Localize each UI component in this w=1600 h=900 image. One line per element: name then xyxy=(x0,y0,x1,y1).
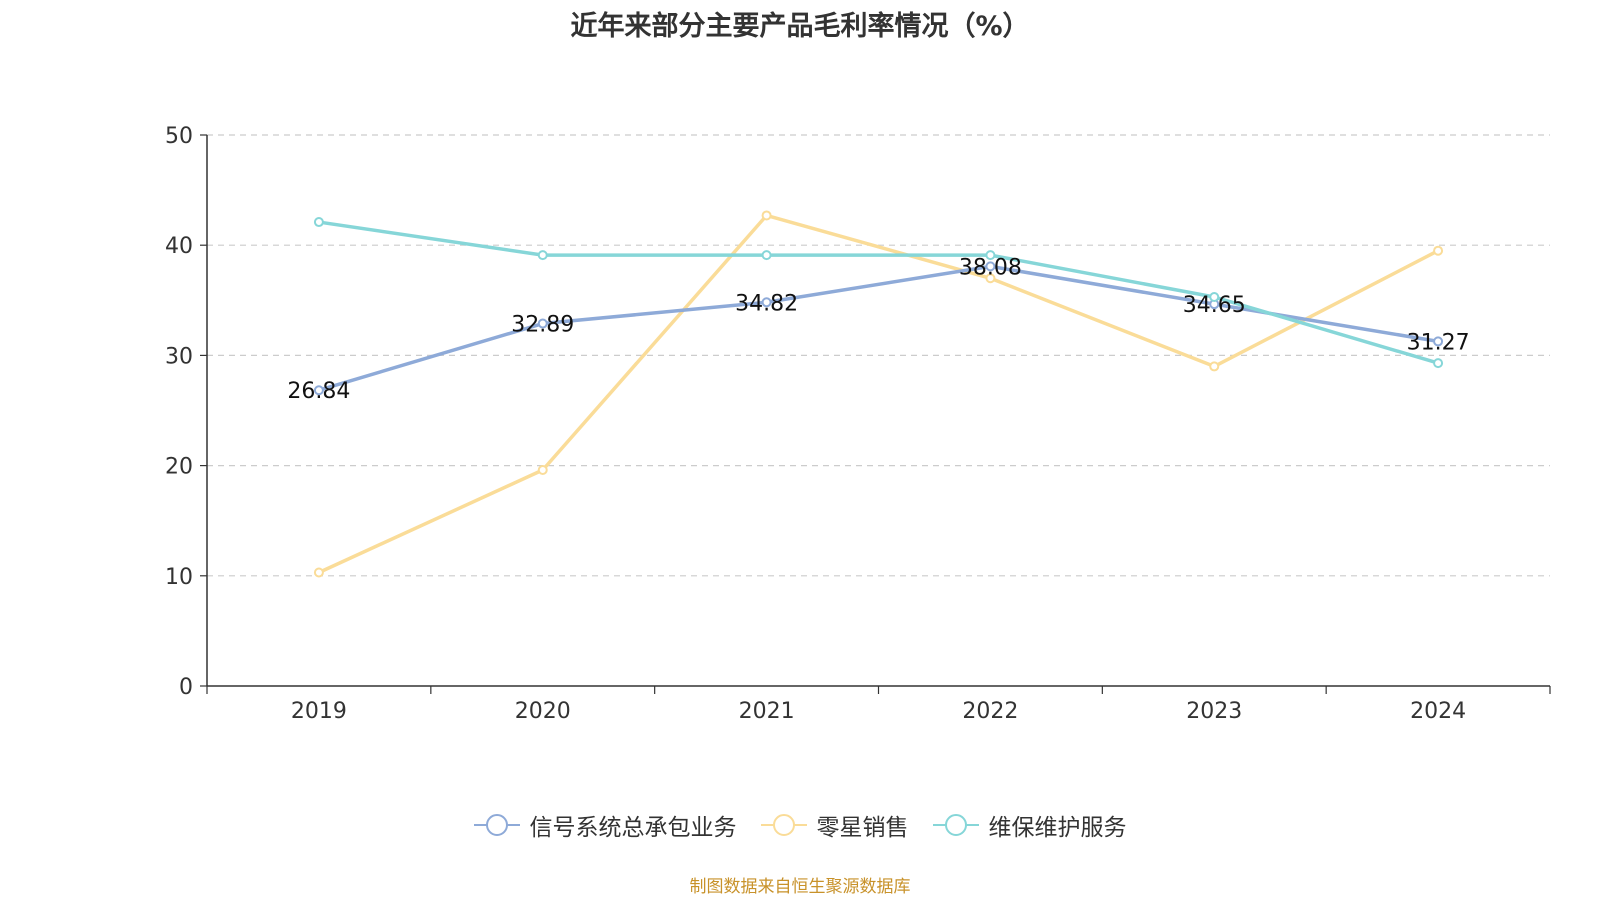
data-point-0 xyxy=(537,318,548,329)
data-point-0 xyxy=(313,385,324,396)
data-point-1 xyxy=(313,567,324,578)
legend-label: 维保维护服务 xyxy=(988,815,1127,841)
data-point-0 xyxy=(985,261,996,272)
data-point-0 xyxy=(761,297,772,308)
x-tick-label: 2021 xyxy=(739,699,795,724)
series-line-0 xyxy=(318,264,1439,392)
chart-title: 近年来部分主要产品毛利率情况（%） xyxy=(570,11,1030,42)
legend-label: 零星销售 xyxy=(816,815,909,841)
y-tick-label: 10 xyxy=(165,565,193,590)
data-point-1 xyxy=(761,210,772,221)
data-point-1 xyxy=(1433,245,1444,256)
y-tick-label: 0 xyxy=(179,675,193,700)
legend-label: 信号系统总承包业务 xyxy=(529,815,737,841)
x-tick-label: 2024 xyxy=(1410,699,1466,724)
legend-marker-icon xyxy=(760,814,807,836)
y-tick-label: 50 xyxy=(165,124,193,149)
y-tick-label: 20 xyxy=(165,455,193,480)
data-point-2 xyxy=(537,250,548,261)
data-point-2 xyxy=(761,250,772,261)
series-line-2 xyxy=(318,220,1439,365)
data-point-0 xyxy=(1433,336,1444,347)
legend-item-series-2[interactable]: 维保维护服务 xyxy=(932,808,1127,842)
x-tick-label: 2020 xyxy=(515,699,571,724)
data-point-2 xyxy=(313,217,324,228)
series-line-1 xyxy=(318,213,1439,575)
y-tick-label: 30 xyxy=(165,344,193,369)
data-point-1 xyxy=(537,465,548,476)
data-point-2 xyxy=(1209,291,1220,302)
data-label: 31.27 xyxy=(1407,330,1470,355)
x-tick-label: 2022 xyxy=(962,699,1018,724)
data-point-2 xyxy=(985,250,996,261)
data-label: 38.08 xyxy=(959,255,1022,280)
legend-marker-icon xyxy=(932,814,979,836)
legend-item-series-1[interactable]: 零星销售 xyxy=(760,808,909,842)
data-label: 34.82 xyxy=(735,291,798,316)
legend-marker-icon xyxy=(473,814,520,836)
legend: 信号系统总承包业务 零星销售 维保维护服务 xyxy=(0,808,1600,842)
data-point-1 xyxy=(1209,361,1220,372)
data-point-2 xyxy=(1433,358,1444,369)
x-tick-label: 2023 xyxy=(1186,699,1242,724)
data-label: 32.89 xyxy=(511,313,574,338)
x-tick-label: 2019 xyxy=(291,699,347,724)
data-point-1 xyxy=(985,273,996,284)
y-tick-label: 40 xyxy=(165,234,193,259)
source-note: 制图数据来自恒生聚源数据库 xyxy=(689,877,911,897)
data-label: 34.65 xyxy=(1183,293,1246,318)
data-label: 26.84 xyxy=(287,379,350,404)
legend-item-series-0[interactable]: 信号系统总承包业务 xyxy=(473,808,737,842)
